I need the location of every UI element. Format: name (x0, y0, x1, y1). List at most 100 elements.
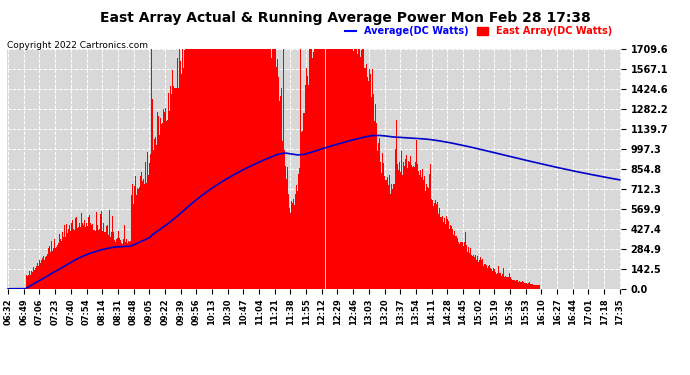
Bar (369, 69, 370, 289)
Bar (370, 74, 371, 289)
Bar (488, 266, 489, 289)
Bar (165, 108, 166, 289)
Bar (500, 273, 501, 289)
Bar (489, 265, 490, 289)
Bar (188, 49, 189, 289)
Bar (438, 214, 439, 289)
Bar (378, 143, 379, 289)
Bar (389, 175, 390, 289)
Bar (459, 242, 460, 289)
Bar (282, 141, 283, 289)
Bar (278, 78, 279, 289)
Bar (110, 237, 111, 289)
Bar (64, 225, 65, 289)
Bar (143, 190, 144, 289)
Bar (525, 282, 526, 289)
Bar (473, 255, 474, 289)
Bar (50, 252, 51, 289)
Bar (273, 49, 274, 289)
Bar (31, 271, 32, 289)
Bar (101, 211, 102, 289)
Bar (315, 49, 316, 289)
Bar (121, 243, 122, 289)
Bar (332, 49, 333, 289)
Bar (342, 49, 343, 289)
Bar (246, 49, 247, 289)
Bar (517, 280, 518, 289)
Bar (160, 117, 161, 289)
Text: East Array Actual & Running Average Power Mon Feb 28 17:38: East Array Actual & Running Average Powe… (99, 11, 591, 25)
Bar (226, 49, 228, 289)
Bar (497, 273, 498, 289)
Bar (141, 181, 143, 289)
Bar (185, 49, 186, 289)
Bar (462, 242, 463, 289)
Bar (201, 49, 203, 289)
Bar (405, 159, 406, 289)
Bar (451, 226, 452, 289)
Bar (353, 51, 354, 289)
Bar (511, 279, 512, 289)
Bar (492, 271, 493, 289)
Bar (501, 276, 502, 289)
Bar (37, 263, 38, 289)
Bar (199, 49, 200, 289)
Bar (152, 150, 154, 289)
Bar (34, 270, 35, 289)
Bar (376, 123, 377, 289)
Bar (211, 49, 212, 289)
Bar (63, 237, 64, 289)
Bar (333, 49, 334, 289)
Bar (149, 164, 150, 289)
Bar (27, 276, 28, 289)
Bar (418, 171, 419, 289)
Bar (465, 232, 466, 289)
Bar (277, 59, 278, 289)
Bar (198, 49, 199, 289)
Bar (38, 266, 39, 289)
Bar (146, 183, 147, 289)
Bar (463, 246, 464, 289)
Bar (518, 282, 519, 289)
Bar (241, 49, 242, 289)
Bar (310, 49, 312, 289)
Bar (531, 284, 533, 289)
Bar (321, 49, 322, 289)
Bar (502, 274, 503, 289)
Bar (49, 246, 50, 289)
Bar (70, 231, 71, 289)
Bar (43, 260, 45, 289)
Bar (384, 180, 386, 289)
Bar (80, 227, 81, 289)
Bar (347, 49, 348, 289)
Bar (42, 258, 43, 289)
Bar (350, 49, 351, 289)
Bar (297, 191, 298, 289)
Bar (348, 49, 350, 289)
Bar (89, 215, 90, 289)
Bar (422, 145, 424, 289)
Bar (395, 148, 396, 289)
Bar (189, 49, 190, 289)
Bar (192, 49, 193, 289)
Bar (515, 281, 516, 289)
Bar (366, 64, 367, 289)
Bar (394, 184, 395, 289)
Bar (203, 49, 204, 289)
Bar (372, 69, 373, 289)
Bar (373, 124, 375, 289)
Bar (225, 49, 226, 289)
Bar (224, 49, 225, 289)
Bar (260, 49, 261, 289)
Bar (381, 172, 382, 289)
Bar (397, 179, 399, 289)
Bar (111, 232, 112, 289)
Bar (54, 239, 55, 289)
Bar (436, 204, 437, 289)
Bar (158, 116, 159, 289)
Bar (76, 217, 77, 289)
Bar (266, 49, 267, 289)
Bar (269, 49, 270, 289)
Bar (486, 265, 487, 289)
Bar (316, 49, 317, 289)
